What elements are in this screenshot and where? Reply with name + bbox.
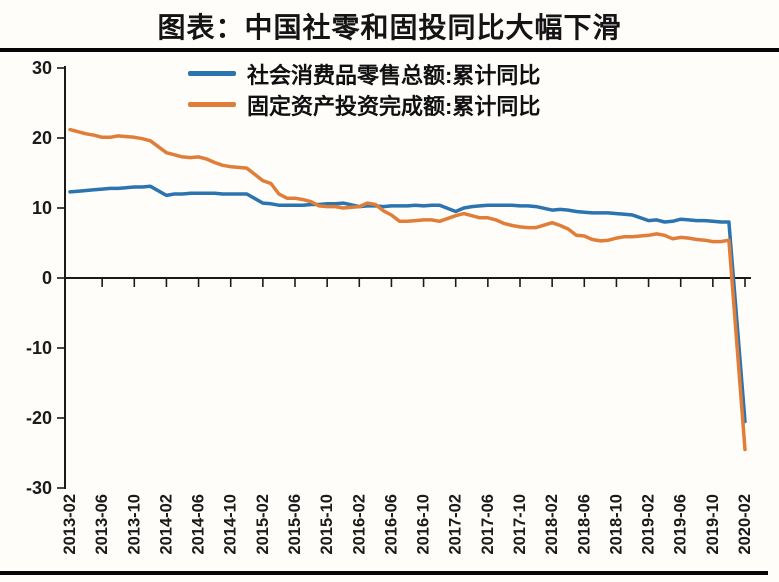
retail-series-line [68,184,747,424]
y-tick-label: 10 [32,198,52,218]
x-tick-label: 2017-02 [447,494,465,555]
x-tick-label: 2016-10 [415,494,433,555]
x-tick-label: 2019-02 [640,494,658,555]
x-tick-label: 2018-06 [575,494,593,555]
x-tick-label: 2013-10 [125,494,143,555]
x-tick-label: 2019-10 [704,494,722,555]
y-tick-label: 0 [42,268,52,288]
x-tick-label: 2016-06 [382,494,400,555]
x-tick-label: 2019-06 [672,494,690,555]
x-tick-label: 2015-06 [286,494,304,555]
x-tick-label: 2015-02 [254,494,272,555]
x-tick-label: 2014-06 [190,494,208,555]
legend-item-retail: 社会消费品零售总额:累计同比 [188,58,540,89]
chart-title: 图表：中国社零和固投同比大幅下滑 [157,12,622,43]
fai-line-swatch [188,102,236,107]
y-tick-label: -20 [26,408,52,428]
x-tick-label: 2013-06 [93,494,111,555]
retail-line-swatch [188,71,236,76]
fai-series-line [68,127,747,452]
x-tick-label: 2014-10 [222,494,240,555]
legend-label-fai: 固定资产投资完成额:累计同比 [247,93,541,119]
x-tick-label: 2018-10 [607,494,625,555]
x-tick-label: 2020-02 [736,494,754,555]
x-tick-label: 2017-06 [479,494,497,555]
bottom-border-line [0,571,768,575]
legend-label-retail: 社会消费品零售总额:累计同比 [247,62,541,88]
x-tick-label: 2017-10 [511,494,529,555]
legend: 社会消费品零售总额:累计同比 固定资产投资完成额:累计同比 [188,58,540,120]
y-tick-label: 30 [32,58,52,78]
x-tick-label: 2013-02 [61,494,79,555]
x-tick-label: 2015-10 [318,494,336,555]
title-divider-line [0,48,779,52]
x-tick-label: 2018-02 [543,494,561,555]
y-tick-label: 20 [32,128,52,148]
y-tick-label: -10 [26,338,52,358]
x-tick-label: 2014-02 [157,494,175,555]
legend-item-fai: 固定资产投资完成额:累计同比 [188,89,540,120]
x-tick-label: 2016-02 [350,494,368,555]
y-tick-label: -30 [26,478,52,498]
